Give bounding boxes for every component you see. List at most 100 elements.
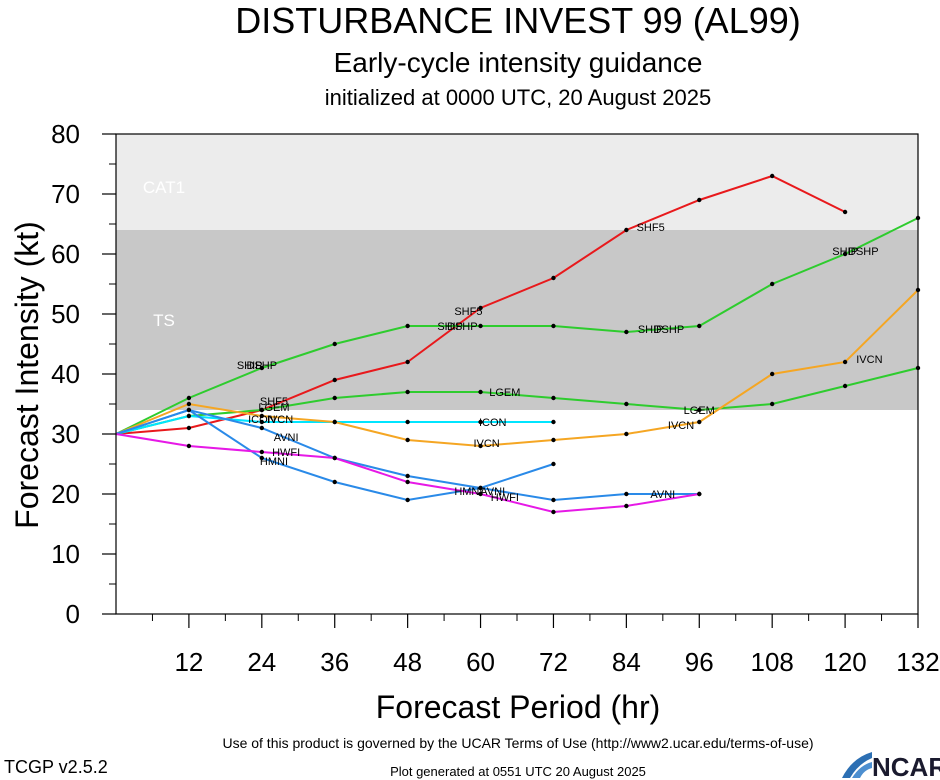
ncar-logo: NCAR xyxy=(842,752,940,780)
band-label-cat1: CAT1 xyxy=(143,178,185,197)
point-hmni-5 xyxy=(478,485,483,491)
band-cat1 xyxy=(116,134,918,230)
point-hwfi-7 xyxy=(624,503,629,509)
x-axis-label: Forecast Period (hr) xyxy=(376,689,661,725)
point-hmni-6 xyxy=(551,461,556,467)
point-ivcn-5 xyxy=(478,443,483,449)
point-lgem-3 xyxy=(332,395,337,401)
point-ivcn-2 xyxy=(259,413,265,419)
point-hwfi-1 xyxy=(186,443,192,449)
point-ivcn-3 xyxy=(332,419,337,425)
series-line-ivcn xyxy=(115,289,919,448)
series-label-icon-1: ICON xyxy=(479,417,507,429)
series-label-ivcn-3: IVCN xyxy=(856,354,882,366)
point-hwfi-8 xyxy=(697,491,702,497)
point-shf5-10 xyxy=(842,209,848,215)
point-hwfi-2 xyxy=(259,449,265,455)
y-tick-label-20: 20 xyxy=(51,479,80,509)
point-lgem-8 xyxy=(697,407,702,413)
series-label-ivcn-0: IVCN xyxy=(267,414,293,426)
point-icon-4 xyxy=(405,419,410,425)
chart-title: DISTURBANCE INVEST 99 (AL99) xyxy=(235,0,801,41)
terms-of-use: Use of this product is governed by the U… xyxy=(222,735,813,751)
series-label-shf5-2: SHF5 xyxy=(637,222,665,234)
series-label-lgem-2: LGEM xyxy=(684,405,715,417)
series-label-dshp-1: DSHP xyxy=(447,321,478,333)
point-icon-5 xyxy=(478,419,483,425)
x-tick-label-12: 12 xyxy=(174,647,203,677)
point-ivcn-6 xyxy=(551,437,556,443)
point-hwfi-5 xyxy=(478,491,483,497)
chart-init-time: initialized at 0000 UTC, 20 August 2025 xyxy=(325,85,711,110)
series-label-lgem-1: LGEM xyxy=(489,387,520,399)
series-label-ship-3: SHIP xyxy=(832,246,858,258)
series-label-hwfi-0: HWFI xyxy=(272,447,300,459)
generated-time: Plot generated at 0551 UTC 20 August 202… xyxy=(390,764,646,779)
point-dshp-5 xyxy=(478,323,483,329)
point-dshp-4 xyxy=(405,323,410,329)
point-lgem-7 xyxy=(624,401,629,407)
series-label-ship-1: SHIP xyxy=(437,321,463,333)
series-line-lgem xyxy=(115,367,919,435)
point-lgem-4 xyxy=(405,389,410,395)
point-hmni-4 xyxy=(405,497,410,503)
point-shf5-6 xyxy=(551,275,556,281)
series-label-avni-2: AVNI xyxy=(650,489,675,501)
point-dshp-9 xyxy=(769,281,775,287)
point-lgem-5 xyxy=(478,389,483,395)
point-lgem-6 xyxy=(551,395,556,401)
point-dshp-7 xyxy=(624,329,629,335)
series-label-hmni-1: HMNI xyxy=(454,486,482,498)
ncar-logo-mark xyxy=(842,752,872,778)
point-dshp-8 xyxy=(697,323,702,329)
point-shf5-7 xyxy=(624,227,629,233)
point-hmni-1 xyxy=(186,407,192,413)
x-tick-label-72: 72 xyxy=(539,647,568,677)
point-dshp-1 xyxy=(186,395,192,401)
series-label-avni-0: AVNI xyxy=(274,432,299,444)
y-tick-label-80: 80 xyxy=(51,119,80,149)
point-dshp-3 xyxy=(332,341,337,347)
series-label-hmni-0: HMNI xyxy=(260,456,288,468)
point-dshp-2 xyxy=(259,365,265,371)
point-ivcn-10 xyxy=(842,359,848,365)
point-shf5-1 xyxy=(186,425,192,431)
point-dshp-10 xyxy=(842,251,848,257)
point-hwfi-3 xyxy=(332,455,337,461)
series-label-shf5-0: SHF5 xyxy=(260,396,288,408)
y-tick-label-50: 50 xyxy=(51,299,80,329)
y-axis-label: Forecast Intensity (kt) xyxy=(9,221,45,529)
point-lgem-10 xyxy=(842,383,848,389)
ncar-logo-text: NCAR xyxy=(872,752,940,780)
point-icon-6 xyxy=(551,419,556,425)
band-ts xyxy=(116,230,918,410)
point-avni-2 xyxy=(259,425,265,431)
point-shf5-9 xyxy=(769,173,775,179)
series-label-ivcn-1: IVCN xyxy=(473,438,499,450)
x-tick-label-24: 24 xyxy=(247,647,276,677)
x-tick-label-96: 96 xyxy=(685,647,714,677)
point-icon-1 xyxy=(186,413,192,419)
point-shf5-4 xyxy=(405,359,410,365)
point-hwfi-4 xyxy=(405,479,410,485)
series-label-dshp-2: DSHP xyxy=(654,324,685,336)
series-label-ship-0: SHIP xyxy=(237,360,263,372)
x-tick-label-36: 36 xyxy=(320,647,349,677)
series-line-dshp xyxy=(115,217,919,435)
band-label-ts: TS xyxy=(153,311,175,330)
point-avni-6 xyxy=(551,497,556,503)
chart-subtitle: Early-cycle intensity guidance xyxy=(334,47,703,78)
y-tick-label-60: 60 xyxy=(51,239,80,269)
series-label-dshp-3: DSHP xyxy=(848,246,879,258)
series-label-dshp-0: DSHP xyxy=(247,360,278,372)
point-shf5-8 xyxy=(697,197,702,203)
x-tick-label-60: 60 xyxy=(466,647,495,677)
y-tick-label-0: 0 xyxy=(66,599,80,629)
x-tick-label-84: 84 xyxy=(612,647,641,677)
series-label-ivcn-2: IVCN xyxy=(668,420,694,432)
series-label-avni-1: AVNI xyxy=(480,486,505,498)
series-label-ship-2: SHIP xyxy=(638,324,664,336)
point-ivcn-1 xyxy=(186,401,192,407)
